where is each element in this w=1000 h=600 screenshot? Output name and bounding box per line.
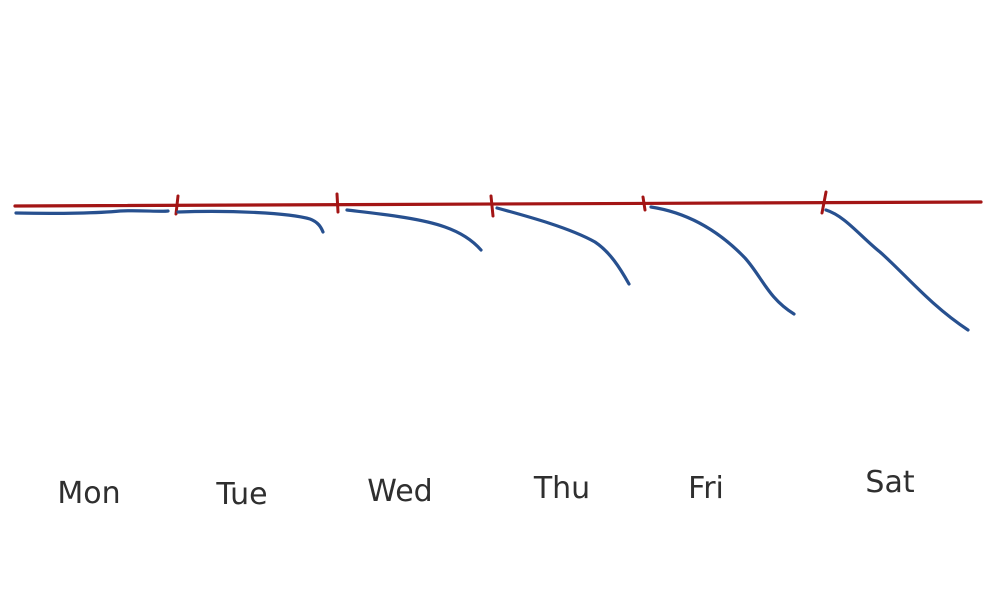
curve-fri [649,205,796,316]
day-label-wed: Wed [367,474,433,509]
day-label-tue: Tue [216,477,268,512]
tick-mark-wed-thu [489,194,495,218]
tick-mark-thu-fri [641,195,647,212]
tick-mark-fri-sat [820,190,828,215]
tick-mark-mon-tue [174,194,180,216]
curve-tue [176,209,325,234]
day-label-sat: Sat [865,465,915,500]
baseline-line [13,200,983,208]
curve-thu [495,206,631,286]
curve-wed [345,208,483,252]
day-label-fri: Fri [688,471,724,506]
day-label-thu: Thu [533,471,591,506]
tick-mark-tue-wed [335,192,340,214]
curve-mon [14,209,170,215]
day-label-mon: Mon [57,476,121,511]
curve-sat [824,208,970,332]
